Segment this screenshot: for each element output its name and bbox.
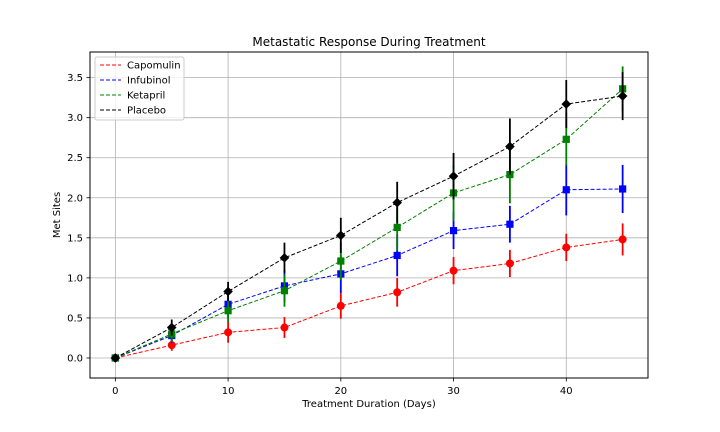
series-line-placebo — [115, 95, 623, 359]
plot-data — [110, 66, 628, 363]
data-point-ketapril — [393, 223, 401, 232]
data-point-infubinol — [619, 185, 627, 193]
data-point-ketapril — [562, 135, 570, 143]
series-line-infubinol — [115, 188, 623, 359]
x-tick-label: 30 — [447, 386, 460, 397]
x-tick-label: 20 — [334, 386, 347, 397]
y-tick-label: 1.0 — [67, 273, 83, 284]
data-point-capomulin — [393, 288, 402, 297]
series-placebo — [110, 72, 628, 363]
data-point-placebo — [223, 286, 233, 297]
axis-ticks: 0 10 20 30 40 0.0 0.5 1.0 1.5 2.0 2.5 3.0 3.5 — [67, 73, 573, 397]
data-point-capomulin — [449, 266, 458, 275]
data-point-infubinol — [449, 227, 458, 235]
legend-label-infubinol: Infubinol — [127, 76, 171, 87]
data-point-ketapril — [280, 287, 289, 295]
data-point-placebo — [279, 253, 290, 263]
data-point-ketapril — [224, 307, 232, 315]
x-tick-label: 40 — [560, 386, 573, 397]
x-tick-label: 0 — [112, 386, 118, 397]
data-point-placebo — [617, 91, 628, 101]
data-point-capomulin — [167, 341, 176, 350]
legend: Capomulin Infubinol Ketapril Placebo — [94, 56, 185, 121]
data-point-placebo — [561, 99, 572, 109]
y-tick-label: 3.0 — [67, 113, 83, 124]
data-point-capomulin — [618, 235, 627, 244]
chart-title: Metastatic Response During Treatment — [252, 35, 486, 49]
data-point-infubinol — [393, 251, 401, 260]
y-tick-label: 2.5 — [67, 153, 83, 164]
y-tick-label: 1.5 — [67, 233, 83, 244]
data-point-placebo — [448, 171, 459, 181]
data-point-capomulin — [280, 323, 289, 332]
data-point-placebo — [392, 197, 402, 208]
data-point-infubinol — [562, 186, 570, 194]
series-capomulin — [111, 223, 627, 362]
series-line-ketapril — [115, 88, 623, 359]
y-tick-label: 2.0 — [67, 193, 83, 204]
data-point-infubinol — [506, 220, 514, 228]
data-point-capomulin — [562, 243, 571, 252]
x-axis-label: Treatment Duration (Days) — [301, 399, 436, 410]
data-point-capomulin — [505, 259, 514, 268]
data-point-placebo — [110, 353, 121, 363]
legend-label-capomulin: Capomulin — [127, 61, 181, 72]
series-line-capomulin — [115, 238, 623, 359]
data-point-placebo — [166, 322, 177, 333]
data-point-placebo — [505, 141, 515, 152]
y-axis-label: Met Sites — [52, 192, 63, 238]
data-point-capomulin — [224, 328, 233, 337]
legend-frame — [94, 56, 185, 121]
y-tick-label: 0.5 — [67, 313, 83, 324]
y-tick-label: 0.0 — [67, 353, 83, 364]
grid — [90, 52, 648, 378]
legend-label-ketapril: Ketapril — [127, 91, 165, 102]
data-point-capomulin — [336, 301, 345, 310]
data-point-ketapril — [337, 257, 345, 265]
legend-label-placebo: Placebo — [127, 106, 166, 117]
x-tick-label: 10 — [222, 386, 235, 397]
y-tick-label: 3.5 — [67, 73, 83, 84]
data-point-placebo — [336, 230, 346, 241]
plot-frame — [89, 51, 649, 379]
